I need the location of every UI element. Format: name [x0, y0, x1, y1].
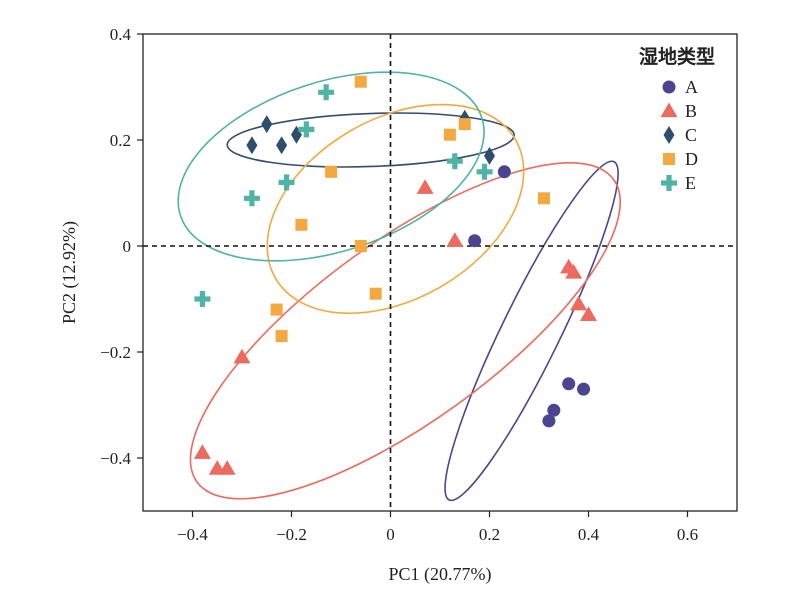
point-A — [468, 234, 482, 248]
point-B — [580, 306, 597, 322]
legend-marker-E — [661, 175, 677, 191]
y-axis-title: PC2 (12.92%) — [59, 221, 80, 324]
point-E — [194, 291, 211, 307]
point-D — [325, 165, 338, 178]
ellipse-B — [189, 162, 622, 500]
x-tick-label: −0.2 — [276, 525, 307, 544]
point-B — [570, 295, 588, 311]
axis-ticks: −0.4 −0.2 0 0.2 0.4 0.6 0.4 0.2 0 −0.2 −0.4 — [100, 25, 698, 544]
legend-label-B: B — [685, 101, 697, 121]
point-E — [298, 121, 315, 138]
point-E — [318, 84, 335, 101]
x-tick-label: 0.6 — [677, 525, 698, 544]
y-tick-label: −0.2 — [100, 343, 131, 362]
legend-label-C: C — [685, 125, 697, 145]
point-B — [218, 460, 236, 475]
point-D — [295, 218, 308, 231]
point-A — [497, 165, 511, 179]
point-E — [476, 163, 493, 180]
point-C — [484, 146, 495, 165]
x-tick-label: 0.4 — [578, 525, 600, 544]
legend-marker-A — [662, 80, 676, 94]
point-A — [577, 382, 591, 396]
legend-label-E: E — [685, 173, 696, 193]
legend-label-A: A — [685, 77, 698, 97]
point-E — [446, 153, 463, 170]
point-D — [275, 330, 288, 343]
point-D — [458, 118, 471, 131]
point-B — [416, 179, 434, 194]
point-D — [354, 75, 367, 88]
x-tick-label: 0.2 — [479, 525, 500, 544]
point-C — [261, 115, 273, 134]
ellipse-D — [266, 103, 525, 315]
point-A — [547, 403, 561, 417]
point-E — [278, 174, 295, 191]
legend-marker-B — [660, 102, 678, 118]
point-D — [537, 192, 550, 205]
point-D — [369, 287, 382, 300]
ellipse-C — [226, 112, 515, 168]
y-tick-label: 0.2 — [110, 131, 131, 150]
point-A — [542, 414, 556, 428]
point-B — [193, 444, 211, 459]
x-tick-label: 0 — [386, 525, 395, 544]
point-C — [246, 136, 258, 155]
legend-marker-C — [663, 126, 675, 144]
point-D — [443, 128, 456, 141]
point-A — [562, 377, 576, 391]
x-axis-title: PC1 (20.77%) — [389, 564, 492, 585]
ellipse-A — [444, 160, 619, 502]
point-D — [354, 240, 367, 252]
point-E — [243, 190, 260, 207]
legend-label-D: D — [685, 149, 698, 169]
legend-marker-D — [663, 153, 675, 165]
legend-title: 湿地类型 — [639, 45, 715, 68]
point-B — [565, 264, 583, 279]
reference-lines — [143, 34, 737, 511]
data-points — [193, 75, 597, 475]
point-B — [233, 348, 251, 364]
y-tick-label: −0.4 — [100, 449, 131, 468]
plot-frame — [142, 33, 738, 512]
y-tick-label: 0 — [123, 237, 132, 256]
confidence-ellipses — [177, 71, 622, 502]
point-B — [446, 232, 464, 247]
point-C — [276, 136, 288, 155]
x-tick-label: −0.4 — [177, 525, 208, 544]
y-tick-label: 0.4 — [110, 25, 132, 44]
point-D — [270, 303, 283, 316]
